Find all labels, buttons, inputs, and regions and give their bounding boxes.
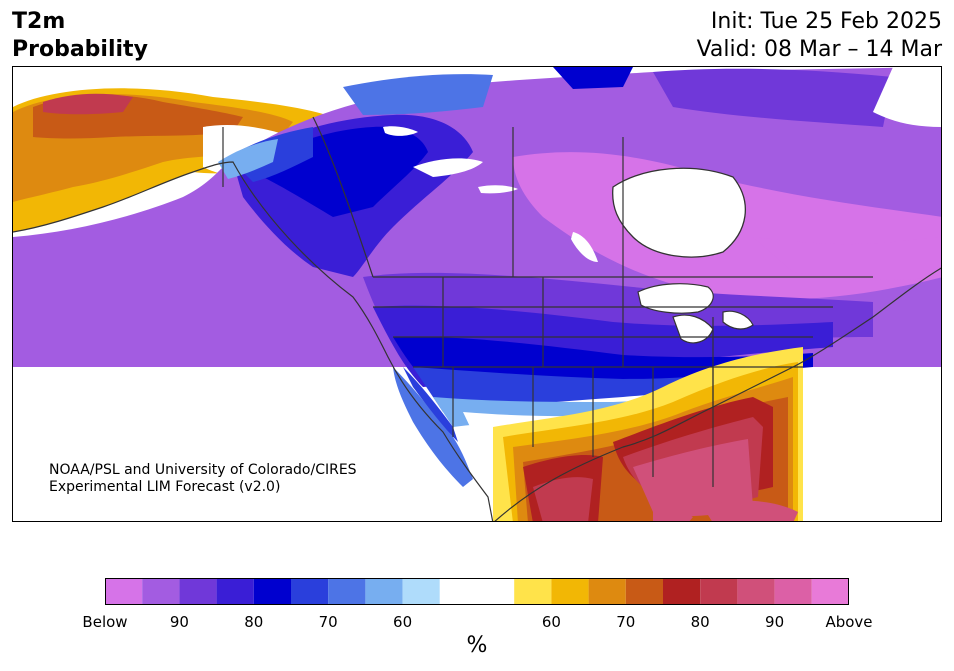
colorbar-label-8: 90 bbox=[765, 613, 785, 631]
colorbar-segment-6 bbox=[328, 578, 366, 605]
colorbar-label-0: Below bbox=[82, 613, 128, 631]
title-variable: T2m bbox=[12, 9, 66, 34]
valid-range: Valid: 08 Mar – 14 Mar bbox=[696, 37, 942, 62]
colorbar-label-2: 80 bbox=[244, 613, 264, 631]
colorbar-segment-8 bbox=[402, 578, 440, 605]
colorbar-segment-3 bbox=[216, 578, 254, 605]
colorbar-segment-7 bbox=[365, 578, 403, 605]
credit-text: NOAA/PSL and University of Colorado/CIRE… bbox=[49, 462, 357, 496]
colorbar-segment-2 bbox=[179, 578, 217, 605]
map-title: T2m Probability bbox=[12, 8, 148, 64]
colorbar-segment-18 bbox=[811, 578, 849, 605]
colorbar-segment-13 bbox=[625, 578, 663, 605]
colorbar-segment-12 bbox=[588, 578, 626, 605]
colorbar-segment-9 bbox=[439, 578, 515, 605]
colorbar-label-9: Above bbox=[825, 613, 873, 631]
colorbar-segment-4 bbox=[253, 578, 291, 605]
colorbar-unit: % bbox=[466, 633, 488, 658]
colorbar-segment-11 bbox=[551, 578, 589, 605]
map-canvas bbox=[13, 67, 941, 521]
probability-map bbox=[12, 66, 942, 522]
colorbar bbox=[105, 578, 849, 605]
colorbar-border bbox=[105, 578, 849, 605]
colorbar-label-3: 70 bbox=[318, 613, 338, 631]
colorbar-segment-1 bbox=[142, 578, 180, 605]
colorbar-label-6: 70 bbox=[616, 613, 636, 631]
colorbar-segment-5 bbox=[291, 578, 329, 605]
colorbar-segment-16 bbox=[737, 578, 775, 605]
colorbar-segment-10 bbox=[514, 578, 552, 605]
title-type: Probability bbox=[12, 37, 148, 62]
colorbar-segment-15 bbox=[700, 578, 738, 605]
colorbar-segment-17 bbox=[774, 578, 812, 605]
init-date: Init: Tue 25 Feb 2025 bbox=[710, 9, 942, 34]
colorbar-label-4: 60 bbox=[393, 613, 413, 631]
colorbar-label-5: 60 bbox=[541, 613, 561, 631]
forecast-dates: Init: Tue 25 Feb 2025 Valid: 08 Mar – 14… bbox=[697, 8, 942, 64]
credit-line-2: Experimental LIM Forecast (v2.0) bbox=[49, 479, 281, 495]
colorbar-segment-0 bbox=[105, 578, 143, 605]
colorbar-label-1: 90 bbox=[169, 613, 189, 631]
credit-line-1: NOAA/PSL and University of Colorado/CIRE… bbox=[49, 462, 357, 478]
colorbar-label-7: 80 bbox=[690, 613, 710, 631]
colorbar-segment-14 bbox=[663, 578, 701, 605]
